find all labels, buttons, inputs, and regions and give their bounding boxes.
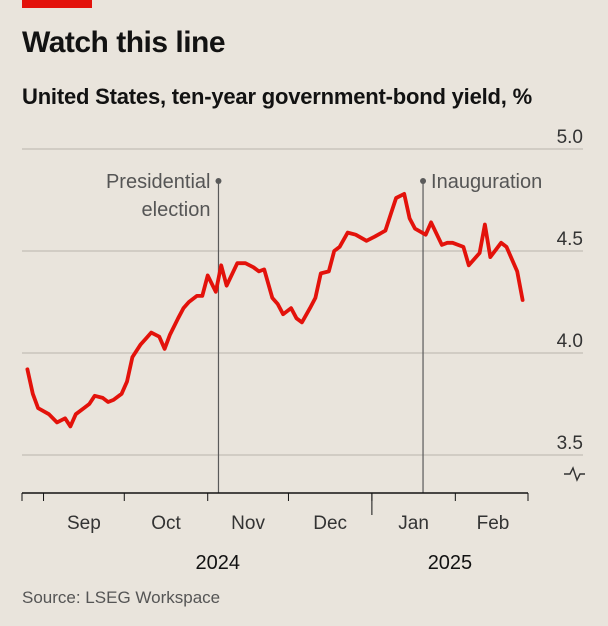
x-tick-label: Nov xyxy=(231,513,265,534)
event-marker-dot xyxy=(215,178,222,184)
event-label: Presidential xyxy=(106,171,211,193)
y-tick-label: 3.5 xyxy=(557,433,583,454)
year-label: 2025 xyxy=(428,552,473,574)
chart-title: Watch this line xyxy=(22,26,226,59)
source-note: Source: LSEG Workspace xyxy=(22,588,221,607)
event-label: election xyxy=(142,199,211,221)
axis-break-icon xyxy=(564,466,585,482)
chart-subtitle: United States, ten-year government-bond … xyxy=(22,84,532,109)
y-tick-label: 4.0 xyxy=(557,331,583,352)
y-tick-label: 4.5 xyxy=(557,229,583,250)
x-tick-label: Oct xyxy=(151,513,181,534)
y-tick-label: 5.0 xyxy=(557,127,583,148)
x-tick-label: Feb xyxy=(477,513,510,534)
year-label: 2024 xyxy=(195,552,240,574)
brand-red-tab xyxy=(22,0,92,8)
yield-line xyxy=(25,191,525,429)
event-label: Inauguration xyxy=(431,171,542,193)
event-marker-dot xyxy=(420,178,427,184)
x-tick-label: Jan xyxy=(398,513,429,534)
x-tick-label: Dec xyxy=(313,513,347,534)
x-tick-label: Sep xyxy=(67,513,101,534)
